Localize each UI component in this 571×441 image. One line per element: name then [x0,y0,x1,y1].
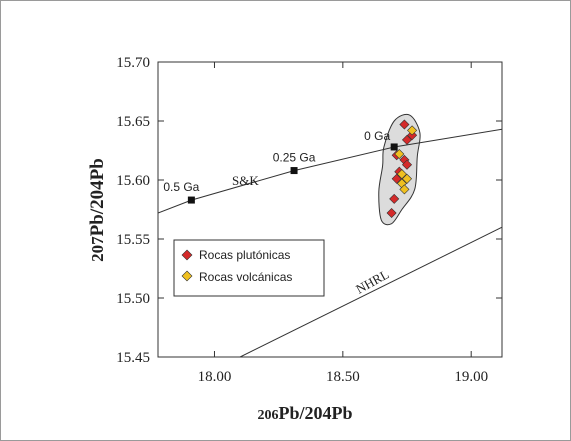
legend: Rocas plutónicas Rocas volcánicas [173,239,325,297]
volcanic-point [407,125,418,136]
age-marker-label: 0 Ga [364,129,390,143]
y-tick-label: 15.65 [116,114,150,130]
legend-symbol-plutonicas [181,249,193,261]
age-marker-label: 0.5 Ga [163,180,199,194]
x-axis-title: 206Pb/204Pb [257,403,352,423]
plutonic-point [401,134,413,145]
volcanic-point [394,148,405,160]
data-points-layer [386,119,418,219]
sk-line-label: S&K [232,173,259,188]
x-tick-label: 18.00 [198,369,232,385]
legend-label-plutonicas: Rocas plutónicas [199,248,290,262]
age-marker-square [187,196,195,204]
y-tick-label: 15.70 [116,55,150,71]
plutonic-point [399,119,410,130]
legend-label-volcanicas: Rocas volcánicas [199,270,292,284]
plutonic-point [391,173,402,184]
volcanic-point [401,173,413,184]
x-tick-label: 19.00 [454,369,488,385]
legend-symbol-volcanicas [181,270,193,282]
y-tick-label: 15.45 [116,350,150,366]
age-marker-label: 0.25 Ga [273,151,316,165]
nhrl-line [239,226,502,357]
y-tick-label: 15.50 [116,291,150,307]
axis-ticks-layer: 18.00 18.50 19.00 15.45 15.50 15.55 15.60 15.65… [116,55,502,385]
nhrl-line-label: NHRL [353,266,391,296]
sk-growth-curve [158,128,502,214]
y-tick-label: 15.60 [116,173,150,189]
plutonic-point [389,193,400,204]
age-marker-square [290,167,298,175]
x-tick-label: 18.50 [326,369,360,385]
legend-box [173,239,325,297]
age-marker-square [390,143,398,151]
plot-area-border [157,61,503,358]
y-axis-title: 207Pb/204Pb [87,158,108,262]
plutonic-point [386,207,397,219]
age-markers-layer: 0.5 Ga 0.25 Ga 0 Ga [163,129,398,204]
volcanic-point [399,184,410,195]
plutonic-point [401,159,413,170]
y-tick-label: 15.55 [116,232,150,248]
